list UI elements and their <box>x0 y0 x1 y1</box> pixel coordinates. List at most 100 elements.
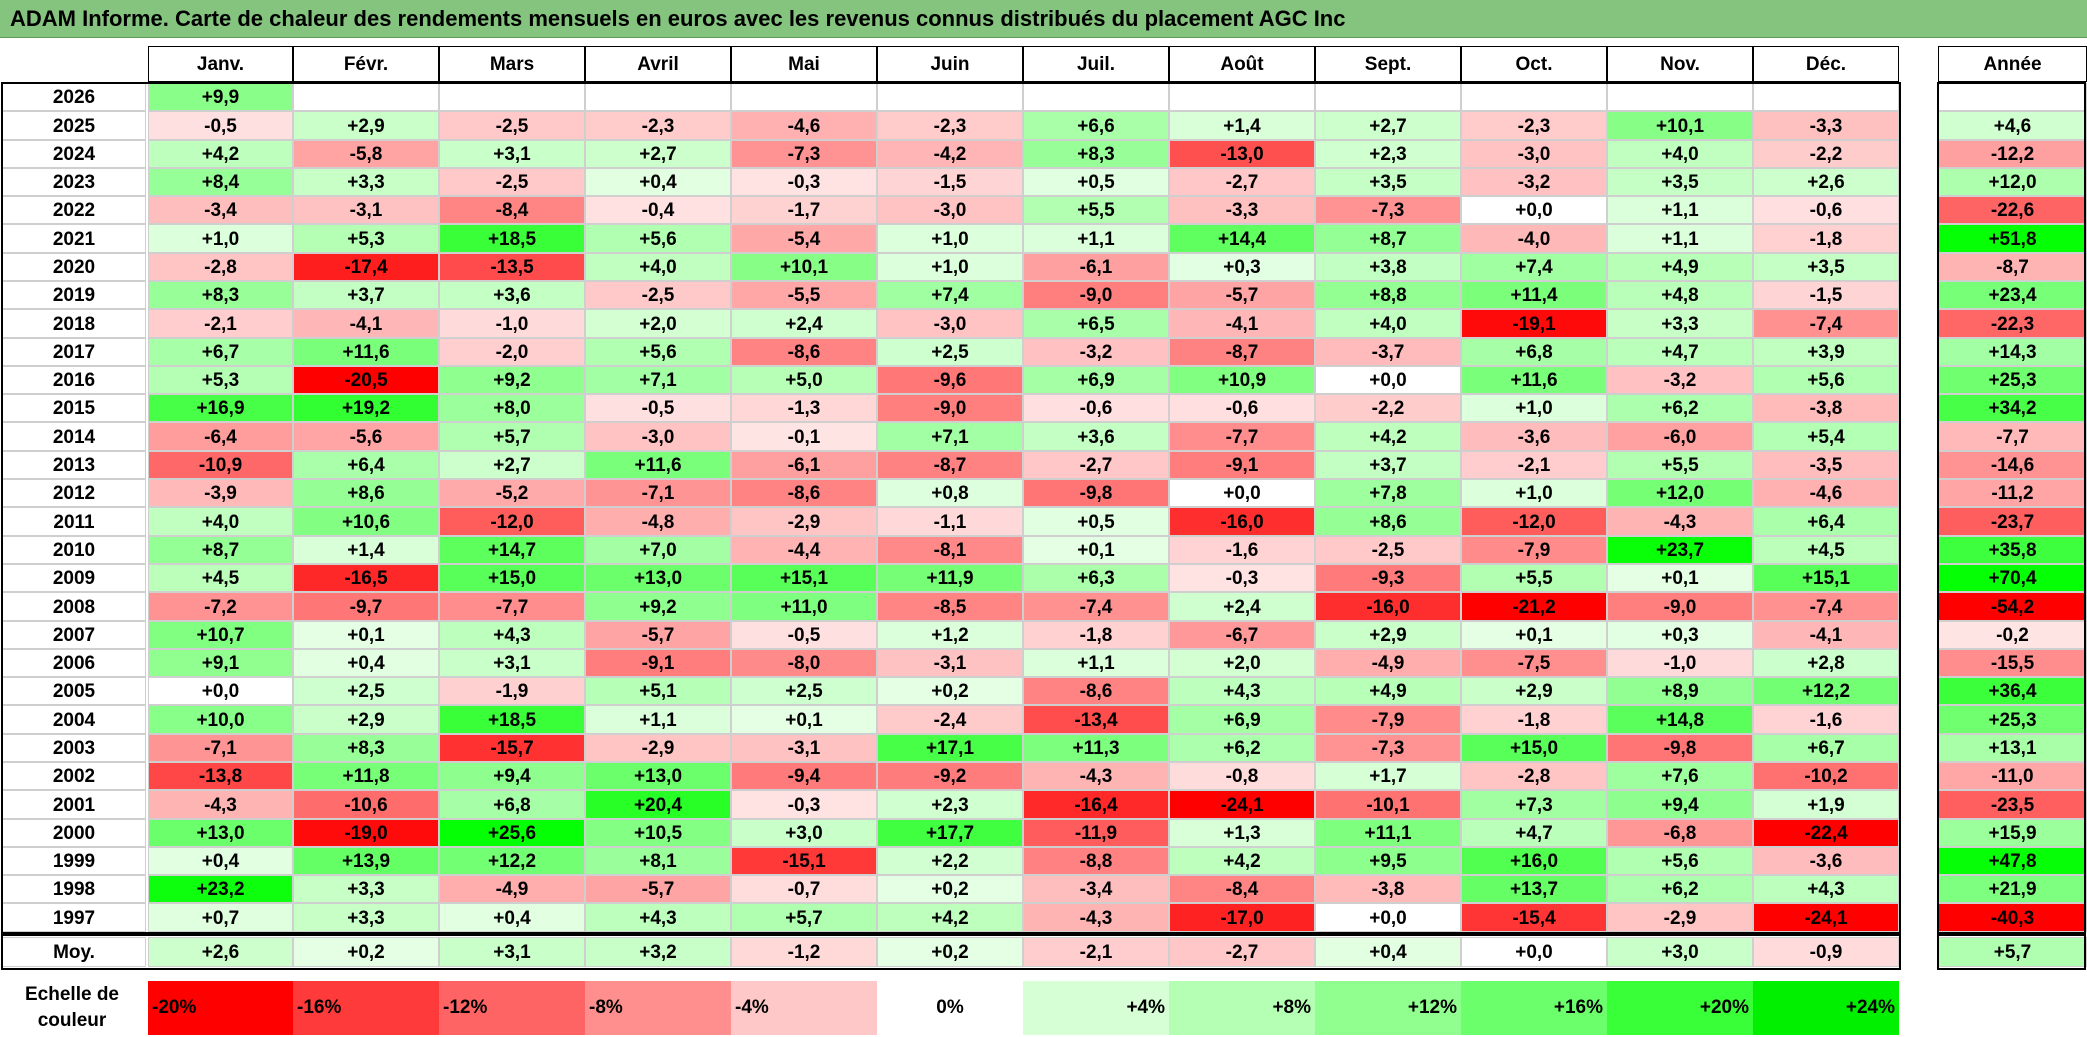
heatmap-cell: +0,7 <box>148 903 293 932</box>
heatmap-cell: -1,6 <box>1169 536 1315 564</box>
heatmap-cell: -2,4 <box>877 705 1023 734</box>
heatmap-cell: -8,4 <box>1169 875 1315 903</box>
heatmap-cell: +11,0 <box>731 592 877 621</box>
heatmap-cell: +2,0 <box>585 309 731 338</box>
heatmap-cell: +15,0 <box>439 564 585 592</box>
heatmap-cell: +0,5 <box>1023 507 1169 536</box>
heatmap-cell: -1,6 <box>1753 705 1899 734</box>
heatmap-cell: +1,4 <box>293 536 439 564</box>
heatmap-cell: +7,1 <box>877 422 1023 451</box>
heatmap-cell: -24,1 <box>1169 790 1315 819</box>
heatmap-cell: -0,6 <box>1753 196 1899 224</box>
heatmap-cell: +6,2 <box>1607 875 1753 903</box>
heatmap-cell: +14,4 <box>1169 224 1315 253</box>
heatmap-cell: -3,2 <box>1461 168 1607 196</box>
heatmap-cell: -1,8 <box>1461 705 1607 734</box>
heatmap-cell: -1,7 <box>731 196 877 224</box>
heatmap-cell: -16,5 <box>293 564 439 592</box>
heatmap-cell: +1,2 <box>877 621 1023 649</box>
heatmap-cell: +0,0 <box>148 677 293 705</box>
average-cell: +0,2 <box>877 937 1023 967</box>
heatmap-cell: -3,6 <box>1753 847 1899 875</box>
heatmap-cell: +4,0 <box>148 507 293 536</box>
heatmap-cell: +11,9 <box>877 564 1023 592</box>
heatmap-cell: +0,4 <box>148 847 293 875</box>
heatmap-cell: -8,5 <box>877 592 1023 621</box>
heatmap-cell: +5,7 <box>731 903 877 932</box>
heatmap-cell: +9,2 <box>439 366 585 394</box>
heatmap-cell: -7,1 <box>148 734 293 762</box>
heatmap-cell: -4,3 <box>148 790 293 819</box>
average-cell: +3,2 <box>585 937 731 967</box>
heatmap-cell: -4,1 <box>1753 621 1899 649</box>
heatmap-cell: +1,0 <box>1461 479 1607 507</box>
heatmap-cell: +0,1 <box>293 621 439 649</box>
heatmap-cell: +4,3 <box>439 621 585 649</box>
heatmap-cell: -1,0 <box>1607 649 1753 677</box>
heatmap-cell: +1,0 <box>877 224 1023 253</box>
heatmap-cell: -6,4 <box>148 422 293 451</box>
heatmap-cell: +3,3 <box>1607 309 1753 338</box>
heatmap-cell: +8,6 <box>293 479 439 507</box>
heatmap-cell: -0,5 <box>731 621 877 649</box>
heatmap-cell: -4,3 <box>1023 903 1169 932</box>
heatmap-cell: +14,8 <box>1607 705 1753 734</box>
annual-cell: -23,5 <box>1938 790 2087 819</box>
heatmap-cell: +2,5 <box>877 338 1023 366</box>
heatmap-cell: +3,5 <box>1315 168 1461 196</box>
heatmap-cell: +4,9 <box>1315 677 1461 705</box>
heatmap-cell: -5,7 <box>585 875 731 903</box>
heatmap-cell: +3,3 <box>293 168 439 196</box>
heatmap-cell: -9,1 <box>585 649 731 677</box>
heatmap-cell: -17,4 <box>293 253 439 281</box>
heatmap-cell: +7,4 <box>877 281 1023 309</box>
heatmap-cell: -16,0 <box>1169 507 1315 536</box>
heatmap-cell: +12,2 <box>1753 677 1899 705</box>
heatmap-cell: -2,9 <box>1607 903 1753 932</box>
year-label: 1999 <box>2 847 146 875</box>
heatmap-cell <box>1023 83 1169 111</box>
heatmap-cell: -2,5 <box>439 111 585 140</box>
heatmap-cell: -0,6 <box>1023 394 1169 422</box>
heatmap-cell: +2,6 <box>1753 168 1899 196</box>
heatmap-cell: +10,5 <box>585 819 731 847</box>
heatmap-cell: +8,9 <box>1607 677 1753 705</box>
heatmap-cell: -4,6 <box>1753 479 1899 507</box>
heatmap-cell: +13,7 <box>1461 875 1607 903</box>
heatmap-cell: -3,8 <box>1753 394 1899 422</box>
heatmap-cell: +8,3 <box>1023 140 1169 168</box>
heatmap-cell: +13,9 <box>293 847 439 875</box>
heatmap-cell: +0,3 <box>1607 621 1753 649</box>
year-label: 2015 <box>2 394 146 422</box>
heatmap-cell: +1,7 <box>1315 762 1461 790</box>
heatmap-cell: -3,3 <box>1753 111 1899 140</box>
annual-cell: +23,4 <box>1938 281 2087 309</box>
heatmap-cell: +6,8 <box>1461 338 1607 366</box>
heatmap-cell: +4,5 <box>1753 536 1899 564</box>
year-label: 2010 <box>2 536 146 564</box>
heatmap-cell: +0,8 <box>877 479 1023 507</box>
heatmap-cell: +15,1 <box>731 564 877 592</box>
heatmap-cell: -1,0 <box>439 309 585 338</box>
heatmap-cell: -2,0 <box>439 338 585 366</box>
heatmap-cell: +0,1 <box>731 705 877 734</box>
heatmap-cell: +5,3 <box>148 366 293 394</box>
heatmap-cell: -4,0 <box>1461 224 1607 253</box>
heatmap-cell: +8,3 <box>148 281 293 309</box>
heatmap-cell: -5,5 <box>731 281 877 309</box>
heatmap-cell: +10,7 <box>148 621 293 649</box>
year-label: 2026 <box>2 83 146 111</box>
heatmap-cell: +5,3 <box>293 224 439 253</box>
heatmap-cell: +12,0 <box>1607 479 1753 507</box>
heatmap-cell: +1,0 <box>877 253 1023 281</box>
year-label: 2009 <box>2 564 146 592</box>
heatmap-cell: +2,7 <box>439 451 585 479</box>
heatmap-cell: -4,1 <box>293 309 439 338</box>
average-label: Moy. <box>2 937 146 967</box>
heatmap-cell: +11,3 <box>1023 734 1169 762</box>
heatmap-cell: -2,5 <box>1315 536 1461 564</box>
heatmap-cell: -10,2 <box>1753 762 1899 790</box>
heatmap-cell: +6,9 <box>1169 705 1315 734</box>
heatmap-cell: +15,1 <box>1753 564 1899 592</box>
average-cell: +0,4 <box>1315 937 1461 967</box>
